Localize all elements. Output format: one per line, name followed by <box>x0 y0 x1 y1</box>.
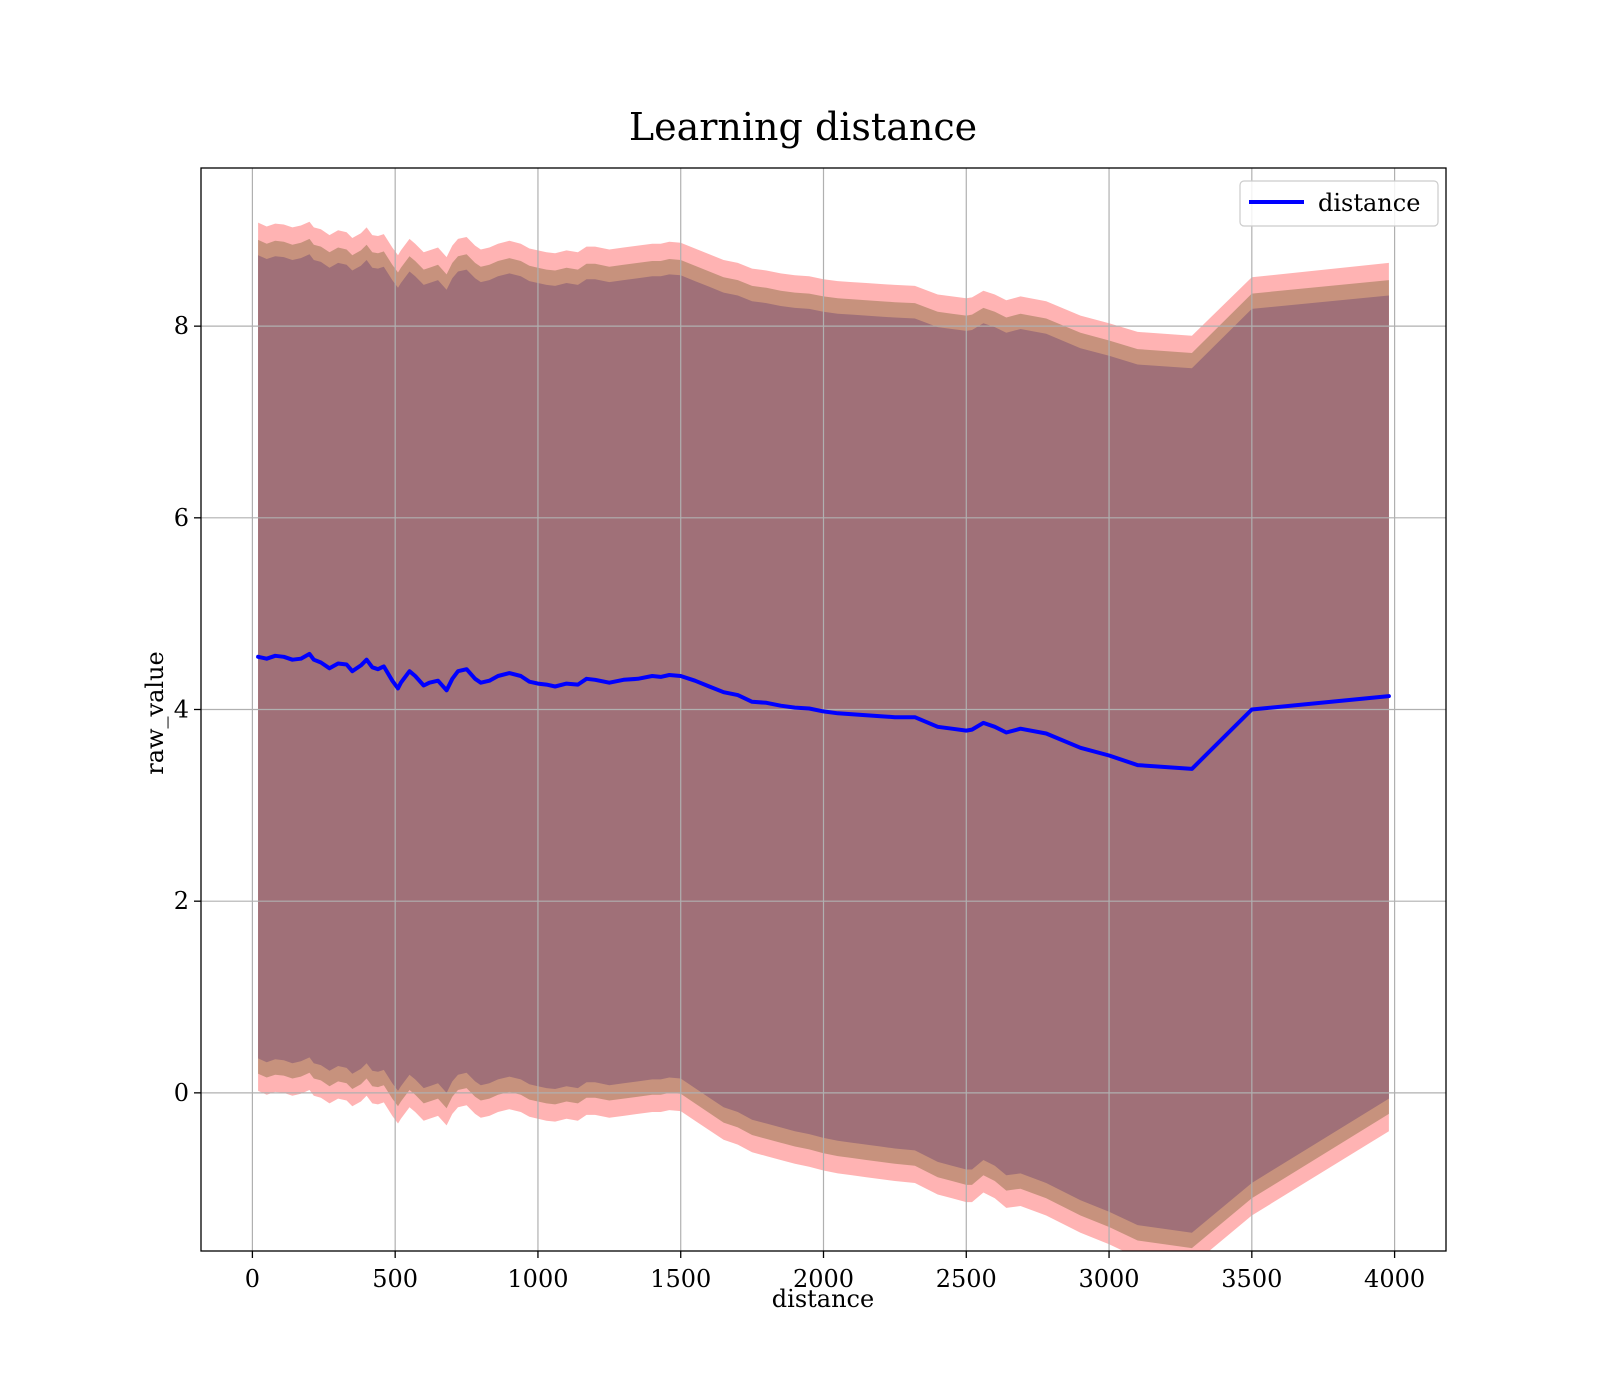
axes <box>194 167 1447 1258</box>
y-axis-label: raw_value <box>141 651 169 775</box>
x-tick-label: 500 <box>372 1265 418 1293</box>
x-tick-label: 4000 <box>1364 1265 1425 1293</box>
y-tick-label: 6 <box>174 504 189 532</box>
y-tick-label: 4 <box>174 696 189 724</box>
y-tick-label: 2 <box>174 887 189 915</box>
series-line-distance <box>256 651 1391 771</box>
x-tick-label: 3000 <box>1079 1265 1140 1293</box>
legend-label: distance <box>1318 189 1420 217</box>
x-tick-label: 3500 <box>1221 1265 1282 1293</box>
tick-labels: 0 500 1000 1500 2000 2500 3000 3500 4000 0 2 4 6 8 <box>174 312 1425 1293</box>
x-tick-label: 1000 <box>507 1265 568 1293</box>
legend: distance <box>1239 180 1439 227</box>
x-tick-label: 2500 <box>936 1265 997 1293</box>
x-tick-label: 1500 <box>650 1265 711 1293</box>
chart-title: Learning distance <box>629 105 977 149</box>
y-tick-label: 8 <box>174 312 189 340</box>
series-lines <box>256 651 1391 771</box>
x-axis-label: distance <box>772 1285 874 1313</box>
x-tick-label: 2000 <box>793 1265 854 1293</box>
legend-box <box>1239 180 1439 227</box>
y-tick-label: 0 <box>174 1079 189 1107</box>
x-tick-label: 0 <box>245 1265 260 1293</box>
